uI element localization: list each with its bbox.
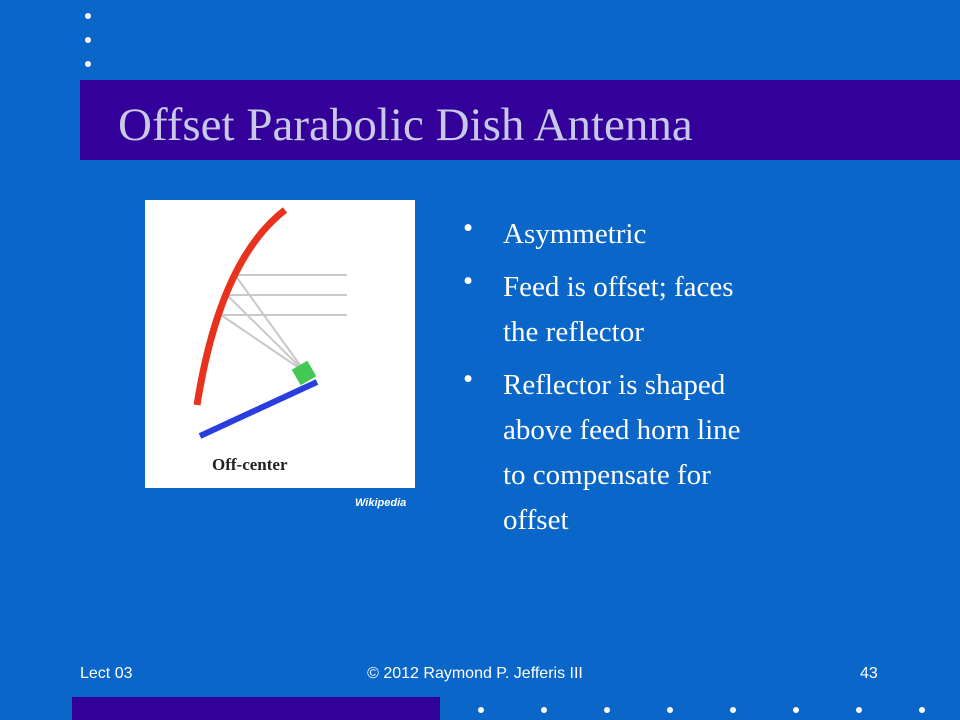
bullet-line: above feed horn line [503,414,741,446]
bullet: Feed is offset; faces the reflector [463,265,741,355]
bullet: Reflector is shaped above feed horn line t… [463,363,741,543]
decor-dot [478,707,484,713]
decor-dot [667,707,673,713]
figure: Off-center [145,200,415,488]
decor-dot [919,707,925,713]
figure-caption: Off-center [212,455,288,474]
bullet-line: Asymmetric [503,218,647,250]
bullet-line: the reflector [503,316,644,348]
bullet-line: to compensate for [503,459,711,491]
decor-dot [793,707,799,713]
bullet-line: Feed is offset; faces [503,271,734,303]
bullet-line: offset [503,504,569,536]
title-bar [80,80,960,160]
footer-center: © 2012 Raymond P. Jefferis III [367,665,583,682]
slide-title: Offset Parabolic Dish Antenna [118,99,693,151]
bottom-bar [72,697,440,720]
decor-dot [541,707,547,713]
footer-left: Lect 03 [80,665,133,682]
decor-dot [85,61,91,67]
decor-dot [604,707,610,713]
decor-dot [856,707,862,713]
image-credit: Wikipedia [355,497,407,509]
bullet: Asymmetric [463,212,741,257]
decor-dot [730,707,736,713]
bullet-list: Asymmetric Feed is offset; faces the refle… [463,212,741,551]
antenna-diagram: Off-center [193,207,347,474]
decor-dot [85,37,91,43]
footer-right: 43 [860,665,878,682]
bullet-line: Reflector is shaped [503,369,726,401]
decor-dot [85,13,91,19]
